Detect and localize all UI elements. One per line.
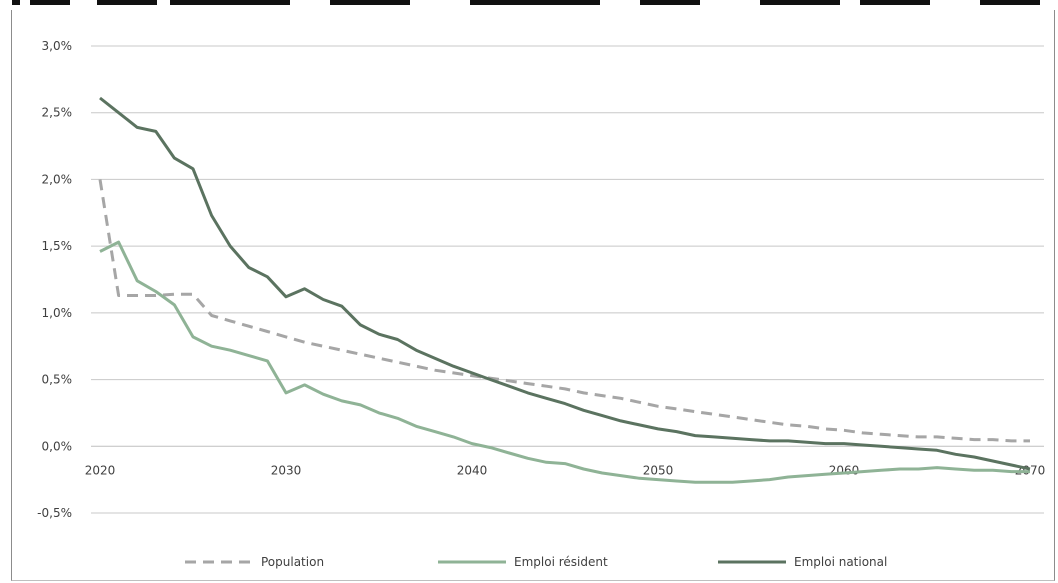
title-fragment [30,0,70,5]
title-fragment [980,0,1040,5]
title-fragment [12,0,20,5]
y-tick-label: 1,0% [42,306,73,320]
chart-frame [11,10,1055,581]
series-line-0 [98,179,1030,443]
x-tick-label: 2040 [457,463,488,477]
x-tick-label: 2030 [271,463,302,477]
legend: Population Emploi résident Emploi national [185,555,887,569]
title-fragment [760,0,840,5]
title-fragment [470,0,600,5]
x-tick-label: 2050 [643,463,674,477]
y-tick-label: 2,0% [42,172,73,186]
y-tick-label: -0,5% [37,506,72,520]
x-tick-label: 2020 [85,463,116,477]
title-fragment [330,0,410,5]
y-tick-label: 0,5% [42,373,73,387]
legend-label: Emploi résident [514,555,608,569]
y-tick-label: 1,5% [42,239,73,253]
y-tick-label: 3,0% [42,39,73,53]
y-tick-label: 2,5% [42,106,73,120]
cropped-title-fragment [0,0,1058,10]
series-lines [98,96,1031,484]
y-axis-tick-labels: -0,5% 0,0% 0,5% 1,0% 1,5% 2,0% 2,5% 3,0% [37,39,72,520]
legend-label: Population [261,555,324,569]
title-fragment [860,0,930,5]
title-fragment [170,0,290,5]
gridlines [91,45,1044,514]
series-line-1 [99,240,1030,484]
legend-label: Emploi national [794,555,887,569]
title-fragment [640,0,700,5]
series-line-2 [99,96,1031,471]
title-fragment [97,0,157,5]
y-tick-label: 0,0% [42,439,73,453]
